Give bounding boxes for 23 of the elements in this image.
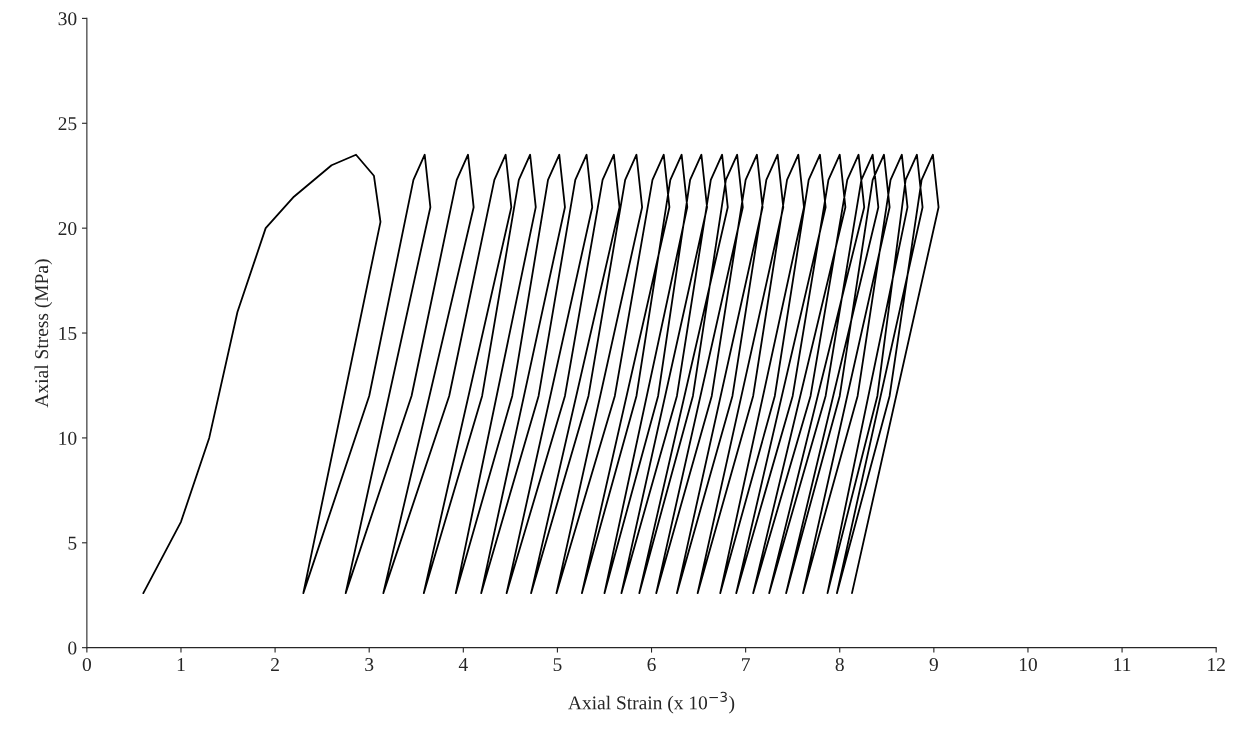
x-axis-title: Axial Strain (x 10$^{−3}$) [568,691,735,714]
x-tick-label: 0 [82,657,91,672]
y-tick-label: 20 [58,221,77,236]
x-tick-label: 2 [271,658,279,671]
x-tick-label: 1 [177,658,185,671]
y-axis-title: Axial Stress (MPa) [34,259,53,408]
x-tick-label: 3 [365,658,374,672]
y-tick-label: 15 [59,326,77,340]
x-tick-label: 12 [1208,658,1225,671]
x-tick-label: 4 [458,658,468,671]
x-tick-label: 7 [742,658,750,671]
y-tick-label: 30 [58,12,77,26]
x-tick-label: 5 [553,658,562,672]
x-tick-label: 10 [1019,657,1037,672]
x-tick-label: 6 [647,658,656,672]
line-series [142,153,940,595]
x-tick-label: 11 [1114,658,1131,671]
y-tick-label: 25 [58,117,77,131]
x-tick-label: 9 [929,658,938,672]
y-tick-label: 10 [59,431,77,445]
y-tick-label: 0 [68,641,77,655]
x-tick-label: 8 [835,657,844,672]
y-tick-label: 5 [68,536,77,550]
